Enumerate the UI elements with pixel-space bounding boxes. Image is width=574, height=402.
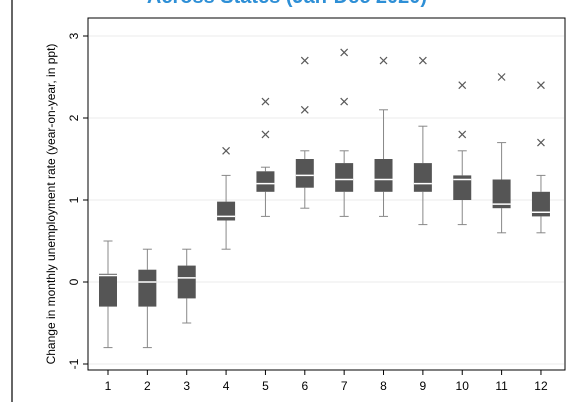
iqr-box: [335, 163, 354, 192]
x-tick-label: 9: [420, 379, 427, 393]
box-group-11: 11: [492, 73, 511, 393]
y-tick-label: -1: [67, 358, 81, 369]
box-group-9: 9: [413, 56, 432, 393]
y-tick-label: 1: [67, 196, 81, 203]
iqr-box: [413, 163, 432, 192]
x-tick-label: 7: [341, 379, 348, 393]
x-tick-label: 8: [380, 379, 387, 393]
iqr-box: [374, 159, 393, 192]
plot-frame: [87, 17, 566, 371]
box-group-6: 6: [295, 56, 314, 393]
x-tick-label: 11: [495, 379, 508, 393]
y-tick-label: 2: [67, 114, 81, 121]
x-tick-label: 6: [301, 379, 308, 393]
outlier-marker: [497, 73, 506, 81]
outlier-stroke: [222, 146, 231, 155]
iqr-box: [99, 273, 117, 307]
outlier-marker: [261, 97, 270, 106]
outlier-stroke: [418, 56, 427, 65]
outlier-marker: [458, 81, 467, 90]
iqr-box: [138, 269, 157, 307]
box-group-7: 7: [335, 48, 354, 393]
outlier-stroke: [261, 97, 270, 106]
outlier-stroke: [458, 81, 467, 90]
iqr-box: [453, 175, 472, 200]
box-group-4: 4: [217, 146, 236, 393]
outlier-stroke: [537, 138, 545, 147]
box-group-2: 2: [138, 248, 157, 393]
box-group-5: 5: [256, 97, 275, 393]
box-group-8: 8: [374, 56, 393, 393]
iqr-box: [492, 179, 511, 209]
iqr-box: [256, 171, 275, 192]
x-tick-label: 4: [223, 379, 230, 393]
box-group-12: 12: [531, 81, 550, 393]
iqr-box: [177, 265, 196, 299]
outlier-stroke: [300, 105, 309, 114]
outlier-marker: [300, 56, 309, 65]
outlier-marker: [340, 97, 349, 106]
outlier-stroke: [340, 97, 349, 106]
x-tick-label: 2: [144, 379, 151, 393]
outlier-stroke: [261, 130, 270, 139]
y-axis-label: Change in monthly unemployment rate (yea…: [44, 44, 58, 365]
box-group-1: 1: [99, 240, 117, 393]
outlier-marker: [222, 146, 231, 155]
x-tick-label: 5: [262, 379, 269, 393]
x-tick-label: 10: [456, 379, 470, 393]
outlier-marker: [537, 138, 545, 147]
outlier-stroke: [497, 73, 506, 81]
x-tick-label: 12: [534, 379, 548, 393]
iqr-box: [295, 159, 314, 188]
box-group-3: 3: [177, 248, 196, 393]
outlier-stroke: [379, 56, 388, 65]
chart-title: Across States (Jan-Dec 2020): [0, 0, 574, 9]
y-tick-label: 3: [67, 32, 81, 39]
outlier-stroke: [340, 48, 349, 57]
box-group-10: 10: [453, 81, 472, 393]
outlier-marker: [379, 56, 388, 65]
y-tick-label: 0: [67, 278, 81, 285]
outlier-stroke: [537, 81, 545, 90]
iqr-box: [531, 191, 550, 217]
outlier-marker: [537, 81, 545, 90]
outlier-marker: [261, 130, 270, 139]
outlier-stroke: [458, 130, 467, 139]
outlier-marker: [300, 105, 309, 114]
x-tick-label: 3: [183, 379, 190, 393]
iqr-box: [217, 201, 236, 221]
outlier-marker: [418, 56, 427, 65]
outlier-stroke: [300, 56, 309, 65]
x-tick-label: 1: [105, 379, 112, 393]
outlier-marker: [458, 130, 467, 139]
outlier-marker: [340, 48, 349, 57]
